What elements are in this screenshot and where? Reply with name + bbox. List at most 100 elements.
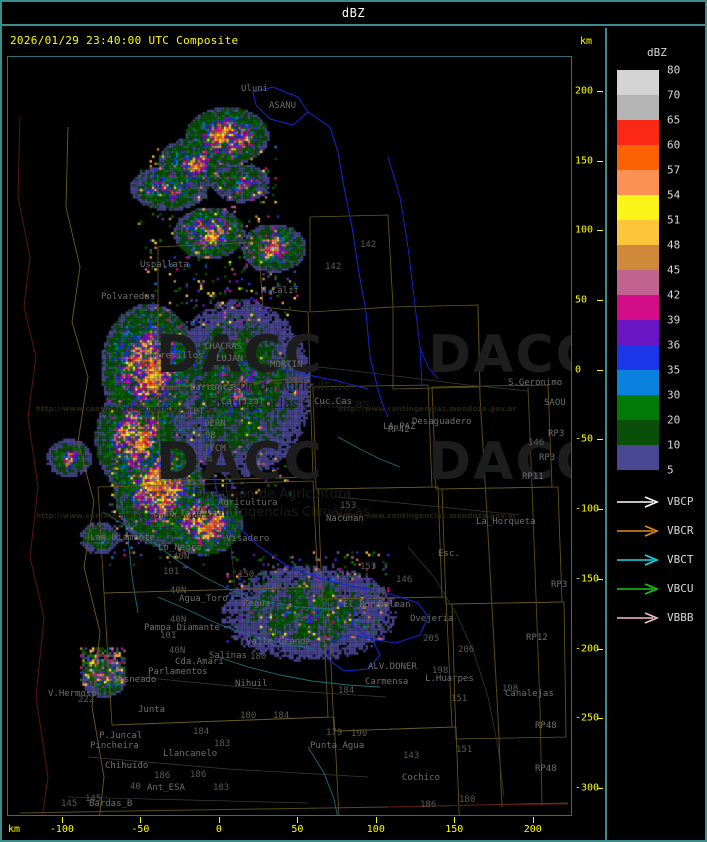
arrow-legend-label: VBBB [667,611,694,624]
colorbar-swatch [617,170,659,195]
colorbar-swatch [617,270,659,295]
x-axis-tick: -100 [49,824,74,835]
river-mendoza [157,346,369,390]
department-border [451,601,567,740]
map-plot-area[interactable]: DACCDACCDACCDACCDirección de Agricultura… [7,56,572,816]
colorbar-swatch [617,345,659,370]
colorbar-swatch [617,370,659,395]
y-axis-tick: -200 [575,643,600,655]
international-border [17,116,49,815]
x-axis-tickmark [61,817,63,823]
colorbar-label: 57 [667,163,681,177]
route [87,756,369,778]
y-axis-tickmark [597,509,603,511]
arrow-legend-row: VBCU [615,577,705,603]
department-border [431,384,553,490]
y-axis-tick: -150 [575,573,600,585]
vector-arrow-icon [617,496,660,508]
arrow-legend-label: VBCT [667,553,694,566]
colorbar-label: 48 [667,238,681,252]
map-vector-layer [17,86,569,815]
department-border [327,596,453,732]
arrow-legend-row: VBCT [615,548,705,574]
vector-arrow-icon [617,583,660,595]
route [67,796,309,804]
route [407,546,505,798]
department-border [97,480,319,594]
colorbar-label: 80 [667,63,681,77]
province-border-south-red [387,803,569,808]
route [527,386,543,806]
x-axis-tickmark [375,817,377,823]
vector-arrow-icon [617,525,660,537]
lake [351,590,429,644]
arrow-legend-row: VBBB [615,606,705,632]
x-axis-tick: -50 [131,824,150,835]
department-border [339,726,460,815]
colorbar-swatch [617,195,659,220]
lake-llancanelo [327,634,381,672]
colorbar-label: 30 [667,388,681,402]
x-axis-tick: 50 [291,824,304,835]
x-axis-tick: 100 [366,824,385,835]
y-axis-tickmark [597,369,603,371]
y-axis-tick: 200 [575,85,594,97]
department-border [103,586,329,726]
colorbar-label: 60 [667,138,681,152]
colorbar-label: 51 [667,213,681,227]
colorbar-label: 20 [667,413,681,427]
department-border [157,381,314,482]
y-axis-tick: -250 [575,712,600,724]
river-secondary [119,496,139,614]
y-axis-tickmark [597,439,603,441]
arrow-legend-label: VBCP [667,495,694,508]
y-axis-tickmark [597,718,603,720]
river-secondary [102,511,333,610]
window-title-text: dBZ [341,6,366,20]
colorbar-swatch [617,120,659,145]
window-title: dBZ [2,2,705,26]
legend-panel: dBZ 80 70 65 60 57 54 51 48 45 42 39 36 35 30 20 10 5 VB… [609,28,705,840]
x-axis-tickmark [297,817,299,823]
colorbar-label: 5 [667,463,674,477]
route [137,676,387,698]
vector-arrow-icon [617,554,660,566]
department-border [309,214,394,313]
arrow-legend-row: VBCR [615,519,705,545]
x-axis-tickmark [532,817,534,823]
colorbar-title: dBZ [647,46,667,59]
colorbar-swatch [617,95,659,120]
arrow-legend-label: VBCU [667,582,694,595]
km-unit-bottom: km [8,824,21,835]
department-border [111,716,340,815]
y-axis-tickmark [597,648,603,650]
colorbar-swatch [617,245,659,270]
y-axis-tick: 150 [575,155,594,167]
department-border [441,486,563,605]
river-secondary [217,656,381,688]
reflectivity-canvas [8,57,571,815]
y-axis-tick: -50 [575,433,594,445]
colorbar-swatch [617,445,659,470]
colorbar-label: 70 [667,88,681,102]
river [387,156,423,388]
y-axis-tickmark [597,788,603,790]
km-unit-top: km [580,36,593,47]
y-axis-tick: -300 [575,782,600,794]
colorbar-label: 35 [667,363,681,377]
colorbar-swatch [617,145,659,170]
colorbar-swatch [617,220,659,245]
y-axis-tickmark [597,160,603,162]
river-tunuyan [219,506,379,592]
y-axis-tickmark [597,230,603,232]
y-axis-tick: 100 [575,224,594,236]
route [157,356,529,392]
y-axis-tickmark [597,300,603,302]
colorbar-label: 45 [667,263,681,277]
colorbar-label: 42 [667,288,681,302]
river [192,356,221,508]
x-axis-tickmark [218,817,220,823]
colorbar-label: 39 [667,313,681,327]
